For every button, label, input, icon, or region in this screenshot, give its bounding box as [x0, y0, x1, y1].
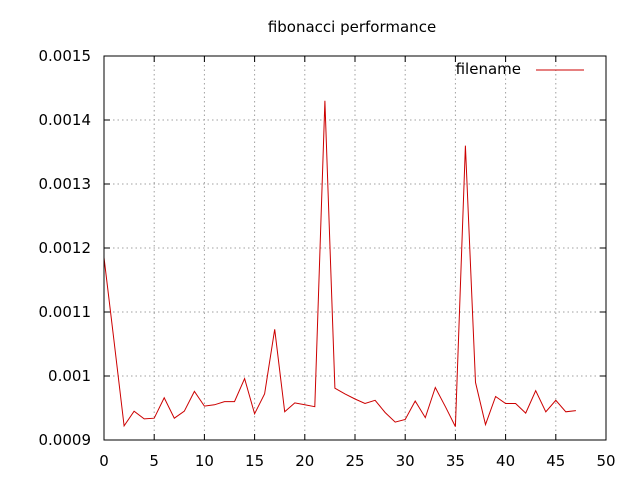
y-tick-label: 0.0012 [39, 239, 92, 257]
x-tick-label: 5 [149, 452, 159, 470]
y-tick-label: 0.001 [48, 367, 91, 385]
plot-frame [103, 55, 607, 441]
x-tick-label: 0 [99, 452, 109, 470]
y-tick-label: 0.0014 [39, 111, 92, 129]
y-tick-label: 0.0011 [39, 303, 92, 321]
chart-title: fibonacci performance [268, 18, 436, 36]
x-tick-label: 50 [596, 452, 615, 470]
x-tick-label: 20 [295, 452, 314, 470]
series-layer [103, 100, 576, 428]
x-tick-label: 35 [446, 452, 465, 470]
x-tick-label: 25 [345, 452, 364, 470]
y-tick-label: 0.0009 [39, 431, 92, 449]
grid [104, 56, 606, 440]
y-tick-label: 0.0013 [39, 175, 92, 193]
x-tick-label: 15 [245, 452, 264, 470]
series-line-filename [103, 100, 576, 428]
x-tick-label: 10 [195, 452, 214, 470]
y-tick-labels: 0.0009 0.001 0.0011 0.0012 0.0013 0.0014 0.001… [39, 47, 92, 449]
ticks [103, 55, 607, 441]
x-tick-label: 45 [546, 452, 565, 470]
x-tick-labels: 0 5 10 15 20 25 30 35 40 45 50 [99, 452, 615, 470]
x-tick-label: 30 [396, 452, 415, 470]
x-tick-label: 40 [496, 452, 515, 470]
y-tick-label: 0.0015 [39, 47, 92, 65]
legend: filename [456, 60, 584, 78]
legend-label: filename [456, 60, 521, 78]
